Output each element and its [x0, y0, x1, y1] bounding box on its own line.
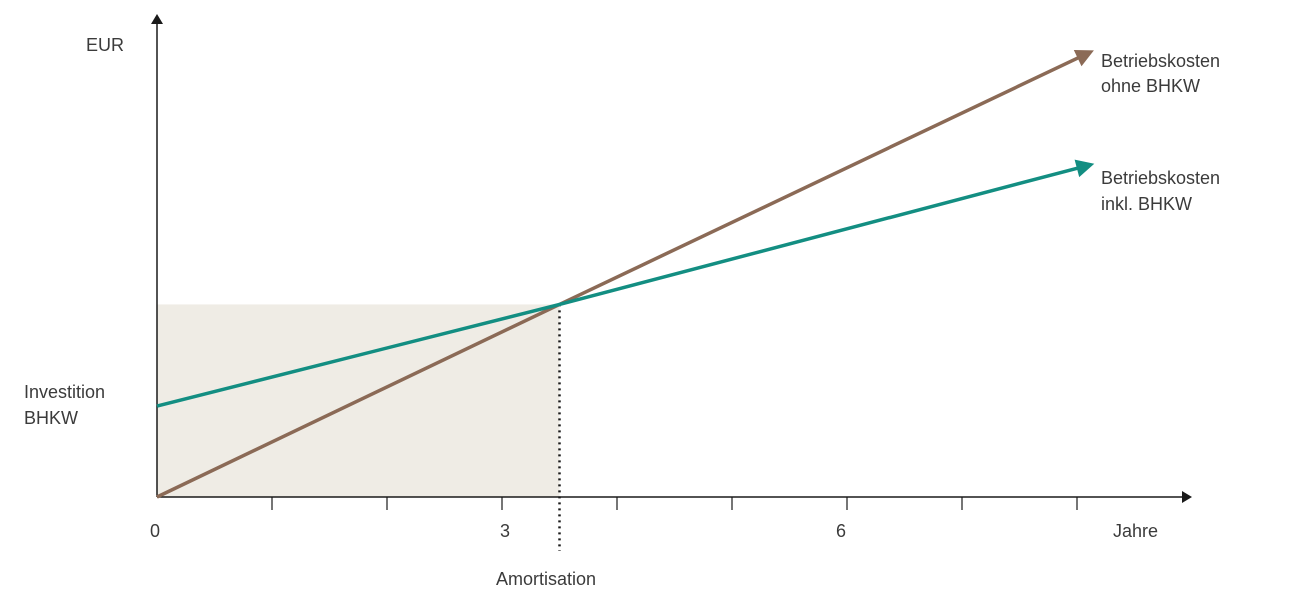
- series-1-arrowhead: [1073, 50, 1094, 67]
- series1-label-line1: Betriebskosten: [1101, 51, 1221, 71]
- x-tick-label-6: 6: [836, 521, 847, 541]
- x-tick-label-3: 3: [500, 521, 511, 541]
- x-axis-arrowhead: [1182, 491, 1192, 503]
- axis-layer: [151, 14, 1192, 551]
- y-axis-arrowhead: [151, 14, 163, 24]
- series-layer: [156, 50, 1095, 499]
- investment-label-line1: Investition: [24, 382, 106, 402]
- y-axis-label: EUR: [86, 35, 125, 55]
- series-2-arrowhead: [1074, 159, 1095, 178]
- investment-label-line2: BHKW: [24, 408, 78, 428]
- x-axis-label: Jahre: [1113, 521, 1159, 541]
- series2-label-line2: inkl. BHKW: [1101, 194, 1193, 214]
- amortisation-label: Amortisation: [496, 569, 597, 589]
- x-tick-label-0: 0: [150, 521, 161, 541]
- series-2-line: [156, 163, 1089, 408]
- series2-label-line1: Betriebskosten: [1101, 168, 1221, 188]
- series-1-line: [156, 51, 1090, 499]
- series1-label-line2: ohne BHKW: [1101, 76, 1201, 96]
